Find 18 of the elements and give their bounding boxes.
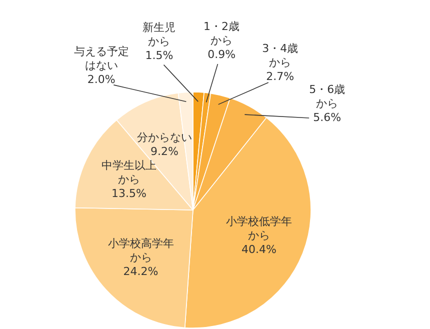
data-label: 0.9% <box>206 48 237 62</box>
slice-label: 新生児から <box>142 21 177 50</box>
data-label: 40.4% <box>240 242 278 257</box>
data-label: 2.0% <box>86 72 116 87</box>
data-label: 9.2% <box>149 145 180 160</box>
slice-label: 5・6歳から <box>308 82 346 111</box>
slice-label: 1・2歳から <box>202 20 241 48</box>
slice-label: 分からない <box>136 131 192 146</box>
slice-label: 3・4歳から <box>261 42 300 70</box>
slice-label: 与える予定はない <box>72 44 130 73</box>
data-label: 2.7% <box>265 70 296 84</box>
slice-label: 中学生以上から <box>100 158 158 187</box>
data-label: 5.6% <box>312 110 342 125</box>
slice-label: 小学校低学年から <box>224 214 293 243</box>
slice-label: 小学校高学年から <box>106 236 175 265</box>
data-label: 1.5% <box>144 49 174 64</box>
data-label: 13.5% <box>110 186 148 201</box>
data-label: 24.2% <box>122 264 160 279</box>
